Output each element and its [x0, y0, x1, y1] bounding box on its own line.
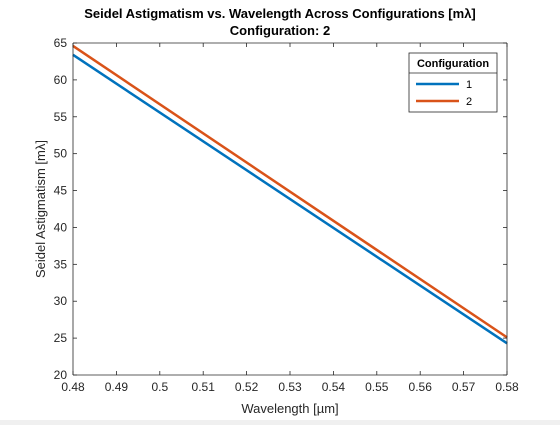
- x-axis-label: Wavelength [µm]: [241, 401, 338, 416]
- legend-label: 1: [466, 79, 472, 91]
- x-tick-label: 0.54: [322, 380, 346, 394]
- x-tick-label: 0.57: [452, 380, 476, 394]
- x-tick-label: 0.53: [278, 380, 302, 394]
- y-tick-label: 30: [54, 294, 68, 308]
- y-tick-label: 65: [54, 36, 68, 50]
- chart-title: Seidel Astigmatism vs. Wavelength Across…: [84, 6, 476, 21]
- legend: Configuration 12: [408, 52, 498, 113]
- y-tick-label: 60: [54, 73, 68, 87]
- y-tick-label: 55: [54, 110, 68, 124]
- legend-title: Configuration: [417, 58, 489, 70]
- y-tick-label: 45: [54, 184, 68, 198]
- x-tick-label: 0.55: [365, 380, 389, 394]
- y-tick-label: 20: [54, 368, 68, 382]
- x-tick-label: 0.5: [151, 380, 168, 394]
- x-tick-label: 0.58: [495, 380, 519, 394]
- y-tick-label: 35: [54, 257, 68, 271]
- y-axis-label: Seidel Astigmatism [mλ]: [33, 140, 48, 278]
- legend-items: 12: [416, 79, 472, 108]
- ticks-layer: 0.48 0.49 0.5 0.51 0.52 0.53 0.54 0.55 0.56 0.57 0…: [54, 36, 519, 394]
- y-tick-label: 40: [54, 220, 68, 234]
- legend-label: 2: [466, 96, 472, 108]
- x-tick-label: 0.56: [409, 380, 433, 394]
- x-tick-label: 0.49: [105, 380, 129, 394]
- y-tick-label: 25: [54, 331, 68, 345]
- series-line-2: [72, 44, 508, 339]
- x-tick-label: 0.51: [192, 380, 216, 394]
- x-tick-label: 0.52: [235, 380, 259, 394]
- chart-subtitle: Configuration: 2: [230, 23, 330, 38]
- y-tick-label: 50: [54, 147, 68, 161]
- x-tick-label: 0.48: [61, 380, 85, 394]
- series-line-1: [72, 53, 508, 345]
- series-layer: [72, 44, 508, 345]
